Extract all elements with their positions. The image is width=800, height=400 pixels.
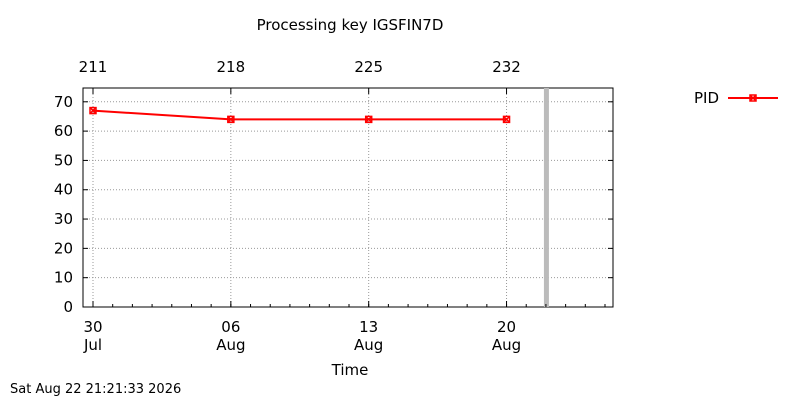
y-tick-label: 20 — [54, 239, 73, 257]
data-point — [89, 106, 97, 115]
x-axis-label: Time — [331, 361, 369, 379]
top-tick-label: 225 — [354, 58, 383, 76]
data-point — [364, 115, 373, 124]
point-marker-box — [364, 115, 373, 124]
plot-frame — [82, 87, 614, 308]
y-tick-label: 10 — [54, 269, 73, 287]
chart-title: Processing key IGSFIN7D — [257, 16, 444, 34]
point-marker-x2 — [365, 115, 373, 123]
data-point — [227, 115, 235, 124]
y-tick-label: 0 — [63, 298, 73, 316]
y-tick-label: 40 — [54, 181, 73, 199]
series-line-pid — [92, 109, 507, 121]
point-marker-box — [502, 115, 511, 124]
y-tick-label: 70 — [54, 93, 73, 111]
x-tick-day: 06 — [221, 318, 240, 336]
point-marker-x2 — [89, 107, 97, 115]
top-tick-label: 211 — [79, 58, 108, 76]
x-tick-month: Aug — [354, 336, 383, 354]
legend: PID — [694, 89, 778, 107]
data-point — [502, 115, 511, 124]
point-marker-x2 — [227, 115, 235, 123]
y-tick-label: 60 — [54, 122, 73, 140]
point-marker-box — [227, 115, 235, 124]
y-tick-label: 50 — [54, 151, 73, 169]
grid — [83, 88, 613, 307]
legend-marker-box — [749, 94, 757, 102]
x-tick-day: 30 — [83, 318, 102, 336]
x-tick-day: 13 — [359, 318, 378, 336]
top-tick-label: 218 — [217, 58, 246, 76]
series — [89, 106, 511, 124]
point-marker-box — [89, 106, 97, 115]
x-tick-day: 20 — [497, 318, 516, 336]
point-marker-x2 — [503, 115, 511, 123]
now-marker — [543, 88, 549, 307]
y-tick-label: 30 — [54, 210, 73, 228]
legend-label: PID — [694, 89, 719, 107]
footer-timestamp: Sat Aug 22 21:21:33 2026 — [10, 382, 182, 397]
top-tick-label: 232 — [492, 58, 521, 76]
axes — [82, 87, 614, 308]
x-tick-month: Jul — [83, 336, 102, 354]
x-tick-month: Aug — [216, 336, 245, 354]
x-tick-month: Aug — [492, 336, 521, 354]
legend-marker-x2 — [749, 94, 757, 102]
